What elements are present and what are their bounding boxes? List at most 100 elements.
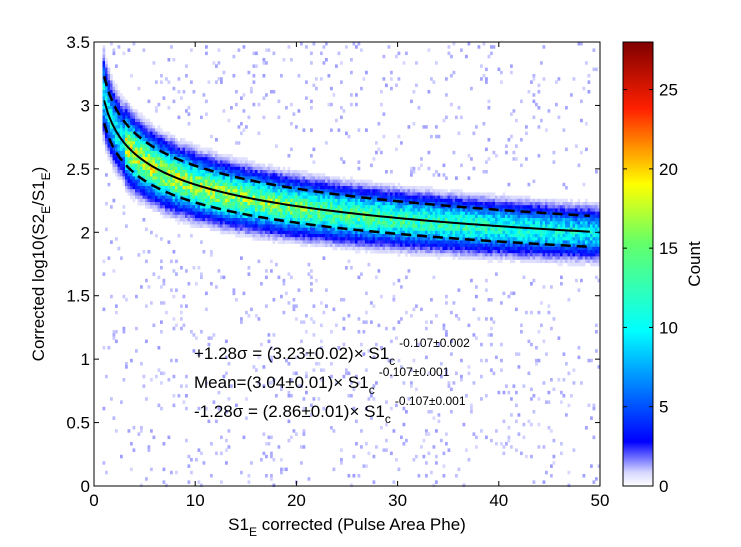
heat-cell <box>152 208 156 212</box>
heat-cell <box>150 160 153 164</box>
heat-cell <box>260 237 263 241</box>
heat-cell <box>380 182 383 187</box>
heat-cell <box>495 429 498 433</box>
heat-cell <box>190 208 193 212</box>
heat-cell <box>205 205 208 209</box>
heat-cell <box>315 176 318 180</box>
heat-cell <box>522 202 526 206</box>
heat-cell <box>502 256 506 260</box>
heat-cell <box>300 182 303 187</box>
heat-cell <box>477 45 481 49</box>
heat-cell <box>140 182 143 187</box>
heat-cell <box>252 214 256 219</box>
heat-cell <box>295 214 298 219</box>
heat-cell <box>157 125 161 129</box>
heat-cell <box>240 208 243 212</box>
heat-cell <box>160 211 163 216</box>
heat-cell <box>110 160 113 164</box>
heat-cell <box>287 195 291 200</box>
heat-cell <box>342 221 346 225</box>
heat-cell <box>407 230 411 235</box>
heat-cell <box>307 221 311 225</box>
heat-cell <box>312 186 316 190</box>
heat-cell <box>155 192 158 196</box>
heat-cell <box>272 192 276 196</box>
heat-cell <box>312 227 316 232</box>
heat-cell <box>285 234 288 238</box>
heat-cell <box>415 250 418 254</box>
heat-cell <box>135 189 138 193</box>
heat-cell <box>137 147 141 152</box>
heat-cell <box>405 237 408 241</box>
heat-cell <box>462 253 466 257</box>
heat-cell <box>227 166 231 171</box>
heat-cell <box>177 186 181 190</box>
heat-cell <box>520 163 523 168</box>
heat-cell <box>292 240 296 244</box>
heat-cell <box>157 102 161 107</box>
heat-cell <box>517 413 521 417</box>
heat-cell <box>200 150 203 155</box>
heat-cell <box>102 307 106 312</box>
heat-cell <box>425 227 428 232</box>
heat-cell <box>490 368 493 372</box>
heat-cell <box>207 198 211 203</box>
heat-cell <box>295 195 298 200</box>
heat-cell <box>365 406 368 411</box>
heat-cell <box>462 208 466 212</box>
heat-cell <box>470 202 473 206</box>
heat-cell <box>160 301 163 305</box>
heat-cell <box>225 371 228 376</box>
heat-cell <box>417 198 421 203</box>
heat-cell <box>462 198 466 203</box>
heat-cell <box>170 189 173 193</box>
heat-cell <box>170 214 173 219</box>
heat-cell <box>360 179 363 184</box>
heat-cell <box>232 221 236 225</box>
heat-cell <box>522 208 526 212</box>
heat-cell <box>425 474 428 478</box>
heat-cell <box>145 125 148 129</box>
heat-cell <box>350 483 353 488</box>
heat-cell <box>215 202 218 206</box>
heat-cell <box>182 218 186 222</box>
heat-cell <box>162 205 166 209</box>
heat-cell <box>192 349 196 353</box>
heat-cell <box>167 211 171 216</box>
heat-cell <box>222 182 226 187</box>
heat-cell <box>337 182 341 187</box>
heat-cell <box>522 234 526 238</box>
heat-cell <box>182 163 186 168</box>
heat-cell <box>160 157 163 161</box>
heat-cell <box>392 246 396 251</box>
heat-cell <box>122 330 126 334</box>
heat-cell <box>267 218 271 222</box>
heat-cell <box>372 221 376 225</box>
heat-cell <box>430 234 433 238</box>
heat-cell <box>122 378 126 382</box>
heat-cell <box>167 202 171 206</box>
heat-cell <box>107 144 111 148</box>
heat-cell <box>130 182 133 187</box>
heat-cell <box>110 150 113 155</box>
heat-cell <box>390 227 393 232</box>
heat-cell <box>175 173 178 177</box>
heat-cell <box>320 234 323 238</box>
heat-cell <box>482 224 486 228</box>
heat-cell <box>407 243 411 248</box>
heat-cell <box>390 250 393 254</box>
heat-cell <box>110 157 113 161</box>
heat-cell <box>215 64 218 68</box>
heat-cell <box>102 74 106 78</box>
heat-cell <box>505 144 508 148</box>
heat-cell <box>295 176 298 180</box>
heat-cell <box>205 51 208 56</box>
heat-cell <box>267 205 271 209</box>
heat-cell <box>317 224 321 228</box>
heat-cell <box>507 214 511 219</box>
heat-cell <box>237 214 241 219</box>
heat-cell <box>337 51 341 56</box>
heat-cell <box>387 227 391 232</box>
heat-cell <box>102 96 106 100</box>
heat-cell <box>402 230 406 235</box>
